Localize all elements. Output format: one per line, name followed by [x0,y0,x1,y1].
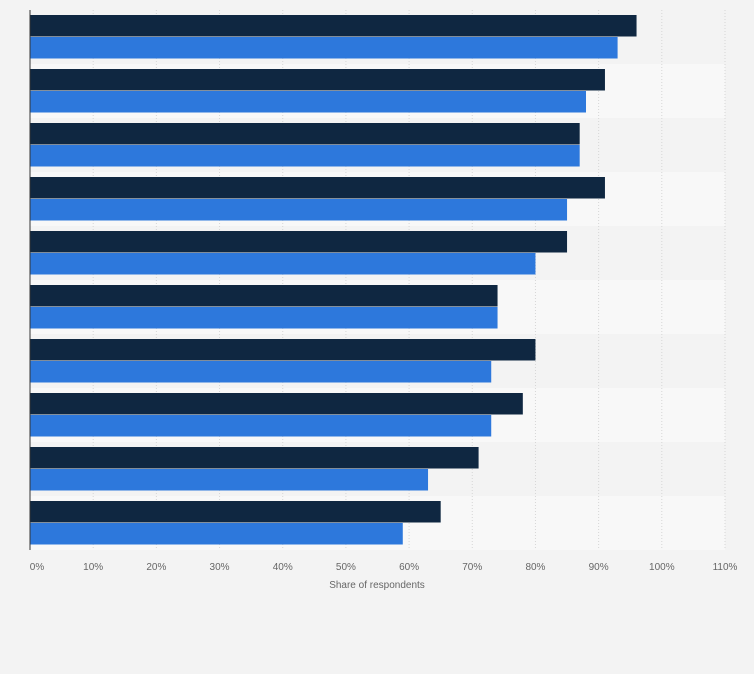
bar-series-2 [30,469,429,491]
bar-series-2 [30,91,586,113]
bar-series-1 [30,69,605,91]
x-tick-label: 0% [30,562,45,573]
bar-series-2 [30,415,492,437]
bar-series-1 [30,447,479,469]
bar-series-1 [30,285,498,307]
bar-series-1 [30,15,637,37]
x-tick-label: 70% [462,562,482,573]
bar-series-2 [30,199,568,221]
bar-series-1 [30,339,536,361]
bar-series-2 [30,523,403,545]
x-tick-label: 20% [146,562,166,573]
x-tick-label: 80% [525,562,545,573]
x-tick-label: 50% [336,562,356,573]
x-tick-label: 100% [649,562,675,573]
bar-series-2 [30,361,492,383]
bar-series-1 [30,177,605,199]
bar-series-2 [30,145,580,167]
x-tick-label: 60% [399,562,419,573]
x-tick-label: 40% [273,562,293,573]
bar-series-1 [30,501,441,523]
bar-series-2 [30,253,536,275]
x-tick-label: 30% [210,562,230,573]
bar-series-1 [30,231,568,253]
bar-series-2 [30,307,498,329]
bar-series-2 [30,37,618,59]
x-tick-label: 90% [589,562,609,573]
x-tick-label: 110% [713,562,738,573]
x-tick-label: 10% [83,562,103,573]
bar-series-1 [30,123,580,145]
x-axis-title: Share of respondents [329,580,425,591]
bar-series-1 [30,393,523,415]
